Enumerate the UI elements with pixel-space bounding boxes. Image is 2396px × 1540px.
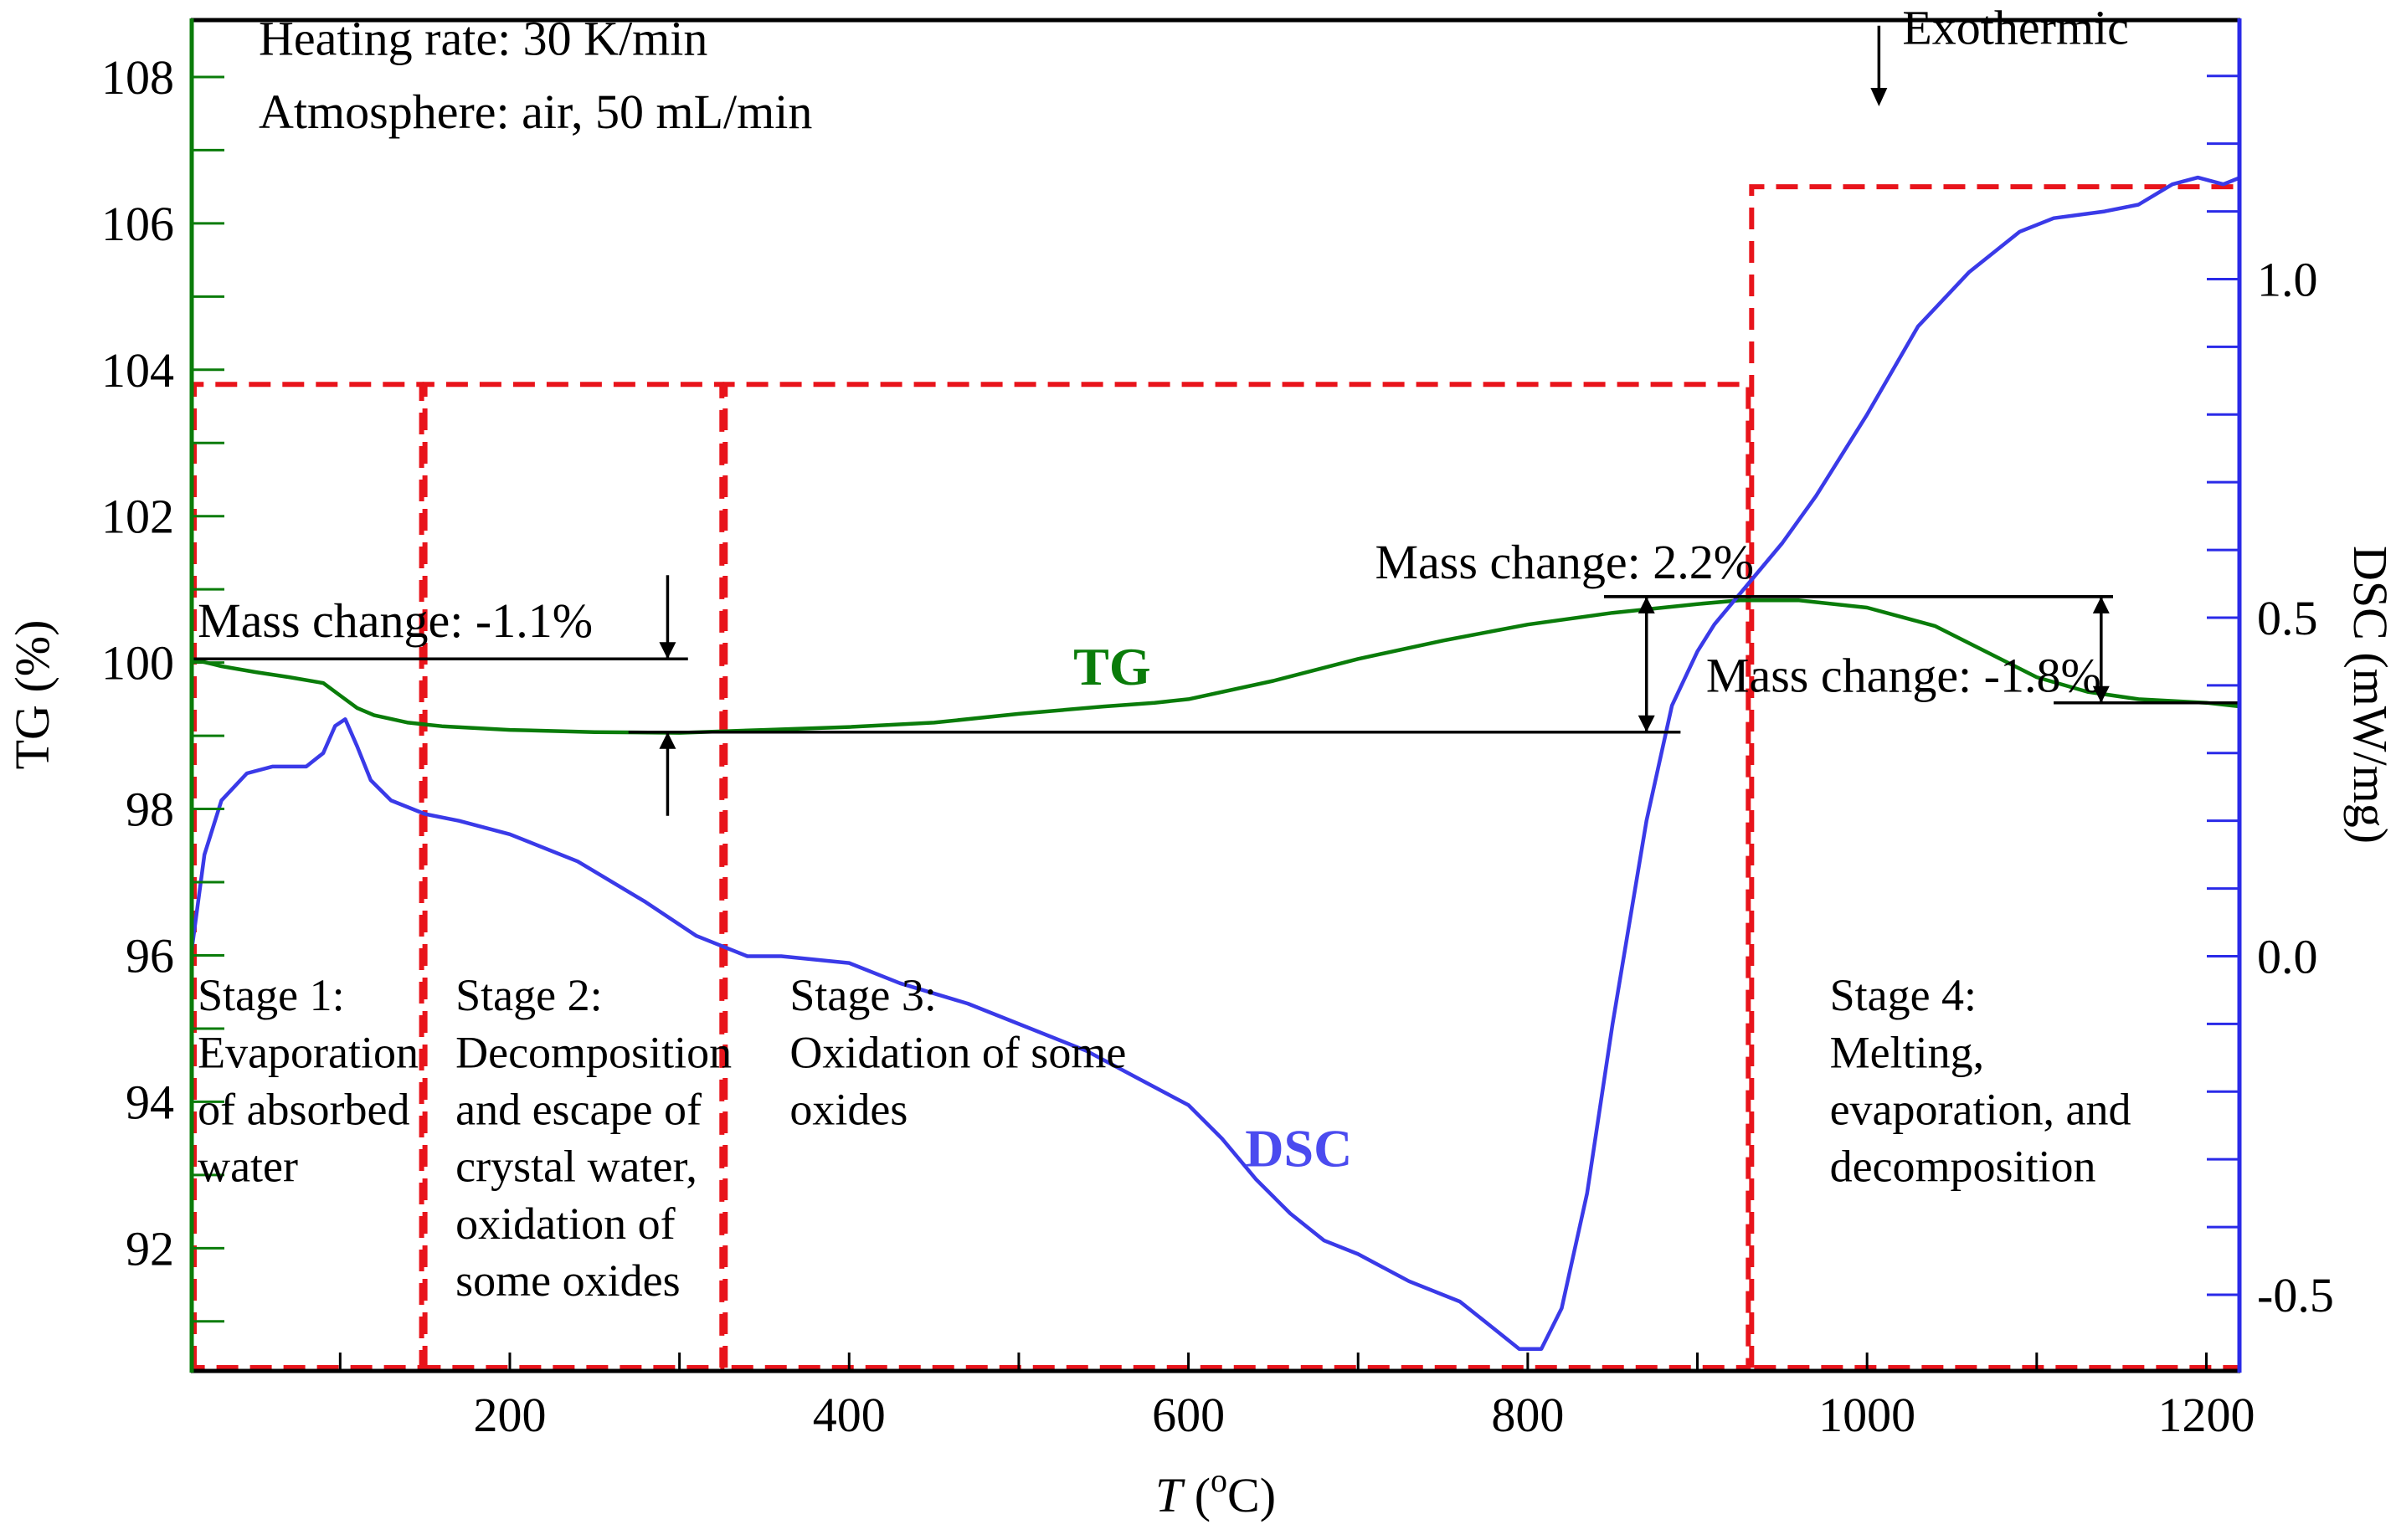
mass-change-arrowhead-bottom [659,732,676,749]
y-left-tick-label-94: 94 [126,1075,174,1129]
y-left-tick-label-106: 106 [101,197,174,251]
mass-change-label: Mass change: 2.2% [1375,535,1754,589]
stage-2-label: Stage 2: Decomposition and escape of crysta… [455,970,732,1306]
series-label-tg: TG [1073,637,1150,696]
mass-change-arrowhead-top [2092,596,2110,613]
mass-change-arrowhead-top [1638,596,1655,613]
mass-change-arrowhead-top [659,642,676,660]
annotations: Heating rate: 30 K/min Atmosphere: air, 5… [259,1,2129,140]
mass-change-arrowhead-bottom [2092,685,2110,703]
stage-2-line-2: Decomposition [455,1027,732,1077]
y-right-tick-label--0.5: -0.5 [2257,1268,2334,1322]
annotation-1: Heating rate: 30 K/min [259,12,707,66]
series-label-dsc: DSC [1245,1118,1352,1178]
x-tick-label-600: 600 [1152,1388,1225,1442]
stage-2-line-4: crystal water, [455,1142,697,1192]
mass-change-3: Mass change: -1.8% [1604,595,2240,705]
mass-change-label: Mass change: -1.8% [1706,649,2101,703]
x-axis-unit-close: C) [1227,1468,1276,1522]
stage-4-line-3: evaporation, and [1830,1085,2131,1135]
axis-ticks [191,74,2240,1373]
series-dsc-line [191,175,2240,1351]
x-tick-label-1000: 1000 [1818,1388,1915,1442]
stage-1-line-1: Stage 1: [198,970,344,1020]
y-left-tick-label-102: 102 [101,490,174,544]
y-right-tick-label-1.0: 1.0 [2257,252,2318,306]
stage-3-line-1: Stage 3: [789,970,936,1020]
series-label-group: TG DSC [1073,637,1352,1178]
stage-2-box [422,382,725,1370]
x-tick-label-400: 400 [813,1388,886,1442]
stage-3-line-3: oxides [789,1085,907,1135]
stage-1-label: Stage 1: Evaporation of absorbed water [198,970,419,1192]
y-axis-right-title: DSC (mW/mg) [2343,546,2396,844]
y-right-tick-label-0.0: 0.0 [2257,929,2318,983]
series-tg-line [191,598,2240,735]
x-axis-unit-open: ( [1182,1468,1211,1522]
stage-4-label: Stage 4: Melting, evaporation, and decompos… [1830,970,2131,1192]
series-lines [191,175,2240,1351]
y-left-tick-label-98: 98 [126,783,174,837]
stage-4-line-1: Stage 4: [1830,970,1977,1020]
y-left-tick-label-108: 108 [101,50,174,105]
stage-2-line-6: some oxides [455,1255,680,1306]
stage-2-line-1: Stage 2: [455,970,602,1020]
tick-labels: 200 400 600 800 1000 1200 92 94 96 98 100 102 104 106… [101,50,2334,1442]
mass-change-arrowhead-bottom [1638,715,1655,732]
y-axis-left-title: TG (%) [5,620,59,770]
x-axis-var: T [1155,1468,1185,1522]
stage-1-line-3: of absorbed [198,1085,409,1135]
stage-4-line-2: Melting, [1830,1027,1985,1077]
stage-1-line-4: water [198,1142,298,1192]
mass-change-label: Mass change: -1.1% [198,593,593,648]
plot-frame [189,18,2242,1373]
stage-labels: Stage 1: Evaporation of absorbed waterStage… [198,970,2131,1306]
annotation-2: Atmosphere: air, 50 mL/min [259,85,812,139]
exothermic-label: Exothermic [1902,1,2129,55]
stage-1-box [192,382,424,1370]
y-left-tick-label-96: 96 [126,928,174,983]
stage-4-line-4: decomposition [1830,1142,2096,1192]
mass-change-1: Mass change: -1.1% [191,575,1681,816]
stage-2-line-5: oxidation of [455,1199,675,1249]
stage-3-label: Stage 3: Oxidation of some oxides [789,970,1126,1134]
stage-3-line-2: Oxidation of some [789,1027,1126,1077]
stage-2-line-3: and escape of [455,1085,702,1135]
y-left-tick-label-104: 104 [101,343,174,398]
y-right-tick-label-0.5: 0.5 [2257,591,2318,645]
x-tick-label-1200: 1200 [2157,1388,2255,1442]
y-left-tick-label-92: 92 [126,1221,174,1276]
x-axis-degree: o [1211,1461,1227,1499]
mass-change-markers: Mass change: -1.1% Mass change: 2.2% Mass … [191,535,2240,816]
x-tick-label-200: 200 [473,1388,546,1442]
x-axis-title: T (oC) [1155,1461,1276,1522]
stage-3-box [722,382,1751,1370]
stage-1-line-2: Evaporation [198,1027,419,1077]
x-tick-label-800: 800 [1491,1388,1564,1442]
exothermic-arrowhead [1870,87,1888,106]
y-left-tick-label-100: 100 [101,636,174,690]
